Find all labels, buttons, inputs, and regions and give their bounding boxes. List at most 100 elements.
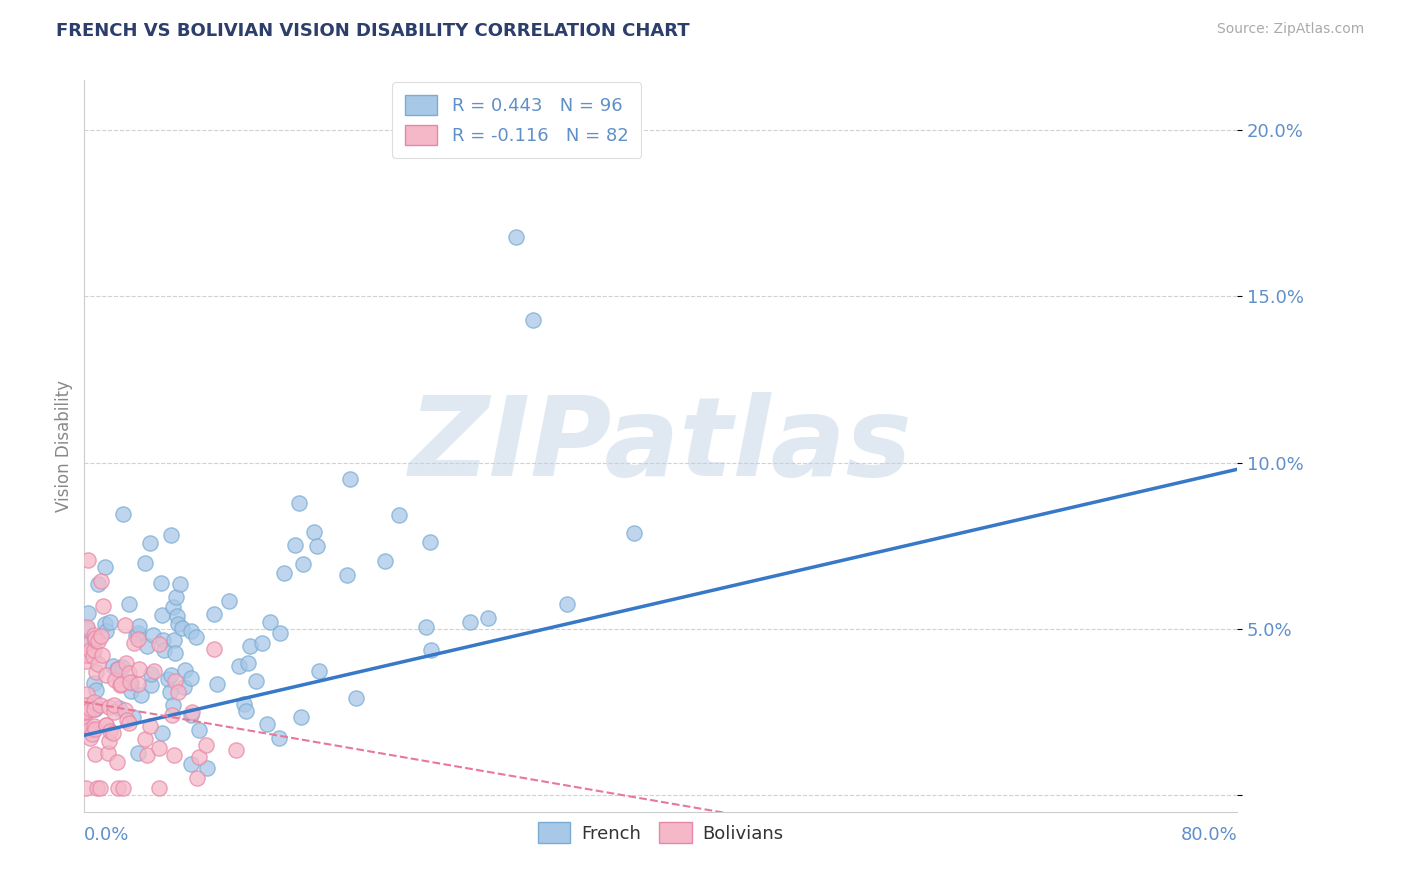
- Point: [89, 781, 111, 796]
- Point: [166, 590, 188, 604]
- Point: [75, 654, 97, 668]
- Text: FRENCH VS BOLIVIAN VISION DISABILITY CORRELATION CHART: FRENCH VS BOLIVIAN VISION DISABILITY COR…: [56, 22, 690, 40]
- Point: [150, 576, 173, 591]
- Point: [129, 688, 152, 702]
- Point: [269, 731, 291, 746]
- Point: [108, 678, 131, 692]
- Point: [194, 738, 217, 752]
- Point: [90, 648, 112, 663]
- Point: [125, 627, 148, 641]
- Point: [82, 648, 104, 663]
- Point: [83, 695, 105, 709]
- Point: [84, 665, 107, 679]
- Point: [308, 664, 330, 678]
- Point: [163, 748, 186, 763]
- Point: [136, 747, 159, 762]
- Point: [84, 632, 107, 646]
- Point: [91, 599, 114, 614]
- Point: [302, 525, 325, 540]
- Point: [76, 648, 98, 662]
- Point: [76, 620, 98, 634]
- Point: [339, 473, 361, 487]
- Legend: French, Bolivians: French, Bolivians: [530, 815, 792, 850]
- Point: [76, 623, 98, 637]
- Point: [180, 672, 202, 686]
- Point: [173, 663, 195, 677]
- Point: [134, 556, 156, 570]
- Point: [89, 698, 111, 712]
- Point: [148, 636, 170, 650]
- Point: [269, 626, 291, 640]
- Point: [273, 566, 295, 581]
- Point: [103, 698, 125, 712]
- Point: [180, 705, 202, 719]
- Point: [94, 718, 117, 732]
- Point: [90, 574, 112, 588]
- Point: [77, 607, 100, 621]
- Point: [83, 747, 105, 761]
- Point: [76, 720, 98, 734]
- Point: [107, 781, 129, 796]
- Point: [86, 781, 108, 796]
- Text: 0.0%: 0.0%: [84, 826, 129, 844]
- Point: [101, 726, 124, 740]
- Point: [235, 704, 257, 718]
- Point: [96, 717, 118, 731]
- Point: [284, 537, 307, 551]
- Point: [90, 628, 112, 642]
- Point: [188, 750, 211, 764]
- Point: [139, 535, 162, 549]
- Point: [79, 702, 101, 716]
- Point: [256, 717, 278, 731]
- Point: [103, 705, 125, 719]
- Point: [120, 676, 142, 690]
- Point: [142, 628, 165, 642]
- Point: [218, 594, 240, 608]
- Point: [79, 637, 101, 651]
- Point: [75, 781, 97, 796]
- Point: [84, 702, 107, 716]
- Point: [93, 560, 115, 574]
- Point: [245, 673, 267, 688]
- Point: [82, 724, 104, 739]
- Point: [415, 620, 437, 634]
- Point: [134, 732, 156, 747]
- Point: [557, 598, 579, 612]
- Point: [118, 716, 141, 731]
- Point: [83, 676, 105, 690]
- Point: [114, 703, 136, 717]
- Point: [173, 680, 195, 694]
- Point: [238, 656, 260, 670]
- Point: [136, 639, 159, 653]
- Y-axis label: Vision Disability: Vision Disability: [55, 380, 73, 512]
- Point: [98, 733, 121, 747]
- Point: [75, 706, 97, 720]
- Point: [186, 771, 208, 785]
- Point: [128, 662, 150, 676]
- Point: [290, 709, 312, 723]
- Point: [105, 756, 128, 770]
- Point: [252, 636, 274, 650]
- Point: [127, 747, 149, 761]
- Point: [87, 657, 110, 671]
- Point: [127, 626, 149, 640]
- Text: Source: ZipAtlas.com: Source: ZipAtlas.com: [1216, 22, 1364, 37]
- Point: [122, 636, 145, 650]
- Point: [87, 577, 110, 591]
- Point: [94, 616, 117, 631]
- Point: [288, 496, 311, 510]
- Point: [148, 781, 170, 796]
- Point: [97, 746, 120, 760]
- Point: [180, 707, 202, 722]
- Point: [159, 685, 181, 699]
- Point: [505, 229, 527, 244]
- Point: [79, 731, 101, 745]
- Point: [97, 700, 120, 714]
- Point: [167, 685, 190, 699]
- Point: [202, 641, 225, 656]
- Point: [83, 719, 105, 733]
- Point: [156, 672, 179, 686]
- Point: [169, 577, 191, 591]
- Point: [166, 608, 188, 623]
- Point: [120, 684, 142, 698]
